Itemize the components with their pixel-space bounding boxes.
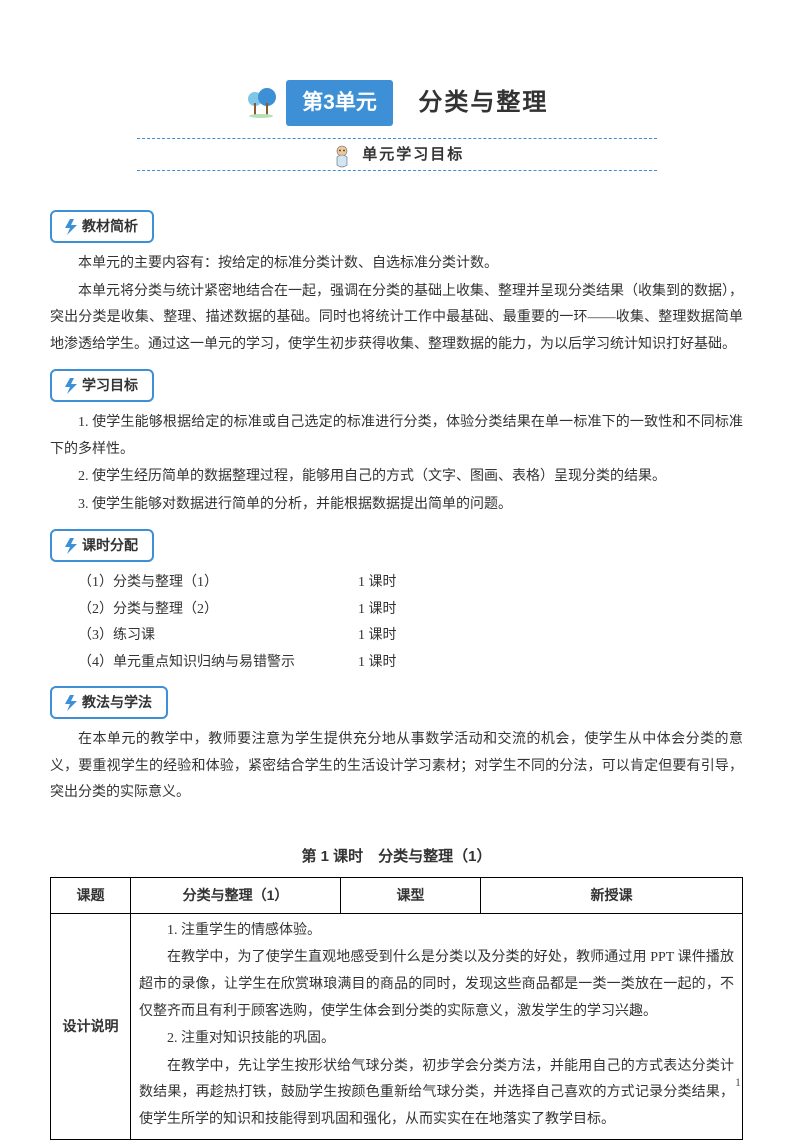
period-count: 1 <box>358 628 365 643</box>
bolt-icon <box>62 694 80 712</box>
period-row: （3）练习课 1 课时 <box>78 623 743 650</box>
unit-title: 分类与整理 <box>418 80 548 126</box>
analysis-para-2: 本单元将分类与统计紧密地结合在一起，强调在分类的基础上收集、整理并呈现分类结果（… <box>50 279 743 359</box>
period-name-text: 分类与整理（1） <box>113 575 218 590</box>
section-heading-objectives: 学习目标 <box>50 369 154 402</box>
section-heading-analysis: 教材简析 <box>50 210 154 243</box>
period-idx: （3） <box>78 628 113 643</box>
lesson-title: 第 1 课时 分类与整理（1） <box>50 843 743 872</box>
period-unit: 课时 <box>369 602 397 617</box>
th-type-label: 课型 <box>341 878 481 914</box>
period-idx: （1） <box>78 575 113 590</box>
design-para-2: 在教学中，为了使学生直观地感受到什么是分类以及分类的好处，教师通过用 PPT 课… <box>139 945 734 1025</box>
bolt-icon <box>62 537 80 555</box>
table-row: 设计说明 1. 注重学生的情感体验。 在教学中，为了使学生直观地感受到什么是分类… <box>51 913 743 1139</box>
period-unit: 课时 <box>369 575 397 590</box>
heading-label: 课时分配 <box>82 537 138 553</box>
period-row: （4）单元重点知识归纳与易错警示 1 课时 <box>78 650 743 677</box>
objective-1: 1. 使学生能够根据给定的标准或自己选定的标准进行分类，体验分类结果在单一标准下… <box>50 410 743 463</box>
objective-2: 2. 使学生经历简单的数据整理过程，能够用自己的方式（文字、图画、表格）呈现分类… <box>50 464 743 491</box>
section-heading-methods: 教法与学法 <box>50 686 168 719</box>
design-para-3: 2. 注重对知识技能的巩固。 <box>139 1026 734 1053</box>
period-unit: 课时 <box>369 655 397 670</box>
heading-label: 学习目标 <box>82 377 138 393</box>
design-label-cell: 设计说明 <box>51 913 131 1139</box>
period-idx: （4） <box>78 655 113 670</box>
heading-label: 教材简析 <box>82 218 138 234</box>
period-row: （2）分类与整理（2） 1 课时 <box>78 597 743 624</box>
subtitle-text: 单元学习目标 <box>362 146 464 163</box>
tree-icon <box>245 88 279 118</box>
period-count: 1 <box>358 602 365 617</box>
period-list: （1）分类与整理（1） 1 课时 （2）分类与整理（2） 1 课时 （3）练习课… <box>78 570 743 676</box>
period-count: 1 <box>358 655 365 670</box>
period-name-text: 分类与整理（2） <box>113 602 218 617</box>
methods-para: 在本单元的教学中，教师要注意为学生提供充分地从事数学活动和交流的机会，使学生从中… <box>50 727 743 807</box>
table-header-row: 课题 分类与整理（1） 课型 新授课 <box>51 878 743 914</box>
subtitle-bar: 单元学习目标 <box>137 138 657 173</box>
th-topic-label: 课题 <box>51 878 131 914</box>
lesson-table: 课题 分类与整理（1） 课型 新授课 设计说明 1. 注重学生的情感体验。 在教… <box>50 877 743 1139</box>
heading-label: 教法与学法 <box>82 694 152 710</box>
page-number: 1 <box>735 1071 741 1094</box>
bolt-icon <box>62 377 80 395</box>
th-type-value: 新授课 <box>481 878 743 914</box>
period-idx: （2） <box>78 602 113 617</box>
bolt-icon <box>62 218 80 236</box>
period-row: （1）分类与整理（1） 1 课时 <box>78 570 743 597</box>
design-para-1: 1. 注重学生的情感体验。 <box>139 918 734 945</box>
design-content-cell: 1. 注重学生的情感体验。 在教学中，为了使学生直观地感受到什么是分类以及分类的… <box>131 913 743 1139</box>
period-name-text: 单元重点知识归纳与易错警示 <box>113 655 295 670</box>
unit-header: 第3单元 分类与整理 <box>50 80 743 126</box>
unit-badge: 第3单元 <box>286 80 393 126</box>
mascot-icon <box>329 143 355 169</box>
section-heading-periods: 课时分配 <box>50 529 154 562</box>
objective-3: 3. 使学生能够对数据进行简单的分析，并能根据数据提出简单的问题。 <box>50 492 743 519</box>
period-count: 1 <box>358 575 365 590</box>
period-name-text: 练习课 <box>113 628 155 643</box>
th-topic-value: 分类与整理（1） <box>131 878 341 914</box>
period-unit: 课时 <box>369 628 397 643</box>
analysis-para-1: 本单元的主要内容有：按给定的标准分类计数、自选标准分类计数。 <box>50 251 743 278</box>
